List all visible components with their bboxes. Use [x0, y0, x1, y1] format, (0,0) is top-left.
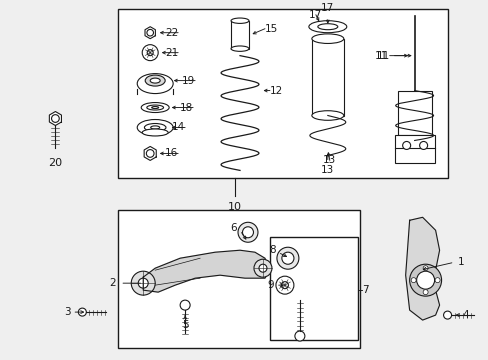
Ellipse shape — [150, 78, 160, 83]
Ellipse shape — [311, 34, 343, 44]
Circle shape — [276, 247, 298, 269]
Circle shape — [410, 278, 415, 283]
Text: 12: 12 — [269, 86, 283, 95]
Ellipse shape — [137, 73, 173, 94]
Polygon shape — [405, 217, 439, 320]
Text: 13: 13 — [323, 156, 336, 166]
Circle shape — [281, 252, 293, 264]
Bar — [311, 39, 343, 116]
Text: 4: 4 — [462, 310, 468, 320]
Circle shape — [242, 227, 253, 238]
Ellipse shape — [150, 126, 160, 129]
Circle shape — [253, 259, 271, 277]
Ellipse shape — [142, 129, 168, 136]
Text: 2: 2 — [109, 278, 116, 288]
Bar — [397, 91, 431, 135]
Ellipse shape — [141, 103, 169, 113]
Circle shape — [275, 276, 293, 294]
Circle shape — [259, 264, 266, 272]
Text: 8: 8 — [269, 245, 275, 255]
Text: 10: 10 — [227, 202, 242, 212]
Text: 16: 16 — [164, 148, 178, 158]
Text: 7: 7 — [361, 285, 367, 295]
Bar — [230, 21, 248, 49]
Polygon shape — [144, 147, 156, 161]
Bar — [118, 210, 359, 348]
Ellipse shape — [146, 105, 163, 110]
Circle shape — [138, 278, 148, 288]
Circle shape — [422, 290, 427, 294]
Ellipse shape — [230, 18, 248, 23]
Polygon shape — [49, 112, 61, 126]
Circle shape — [238, 222, 258, 242]
Polygon shape — [145, 27, 155, 39]
Ellipse shape — [311, 111, 343, 120]
Text: 17: 17 — [308, 10, 322, 20]
Text: 11: 11 — [374, 51, 387, 60]
Circle shape — [146, 150, 154, 157]
Circle shape — [281, 282, 288, 289]
Text: 15: 15 — [264, 24, 278, 34]
Text: 5: 5 — [182, 320, 188, 330]
Bar — [269, 237, 357, 340]
Text: 14: 14 — [171, 122, 185, 132]
Ellipse shape — [230, 46, 248, 51]
Circle shape — [294, 331, 304, 341]
Text: 3: 3 — [63, 307, 70, 317]
Circle shape — [147, 50, 153, 56]
Ellipse shape — [145, 75, 165, 86]
Text: 17: 17 — [321, 3, 334, 13]
Circle shape — [51, 115, 59, 122]
Text: 18: 18 — [180, 103, 193, 113]
Ellipse shape — [151, 107, 159, 108]
Circle shape — [180, 300, 190, 310]
Ellipse shape — [317, 24, 337, 30]
Circle shape — [419, 141, 427, 149]
Circle shape — [416, 271, 434, 289]
Circle shape — [146, 30, 153, 36]
Circle shape — [422, 266, 427, 271]
Text: 22: 22 — [164, 28, 178, 38]
Circle shape — [131, 271, 155, 295]
Polygon shape — [143, 250, 269, 292]
Circle shape — [78, 308, 86, 316]
Circle shape — [402, 141, 410, 149]
Text: 11: 11 — [376, 51, 389, 60]
Bar — [118, 9, 447, 179]
Ellipse shape — [308, 21, 346, 33]
Circle shape — [443, 311, 450, 319]
Bar — [394, 135, 434, 163]
Text: 21: 21 — [164, 48, 178, 58]
Ellipse shape — [144, 123, 165, 131]
Text: 9: 9 — [267, 280, 273, 290]
Circle shape — [142, 45, 158, 60]
Ellipse shape — [137, 120, 173, 135]
Text: 19: 19 — [182, 76, 195, 86]
Circle shape — [409, 264, 441, 296]
Text: 1: 1 — [457, 257, 463, 267]
Text: 13: 13 — [321, 165, 334, 175]
Circle shape — [434, 278, 439, 283]
Text: 6: 6 — [230, 223, 237, 233]
Text: 20: 20 — [48, 158, 62, 168]
